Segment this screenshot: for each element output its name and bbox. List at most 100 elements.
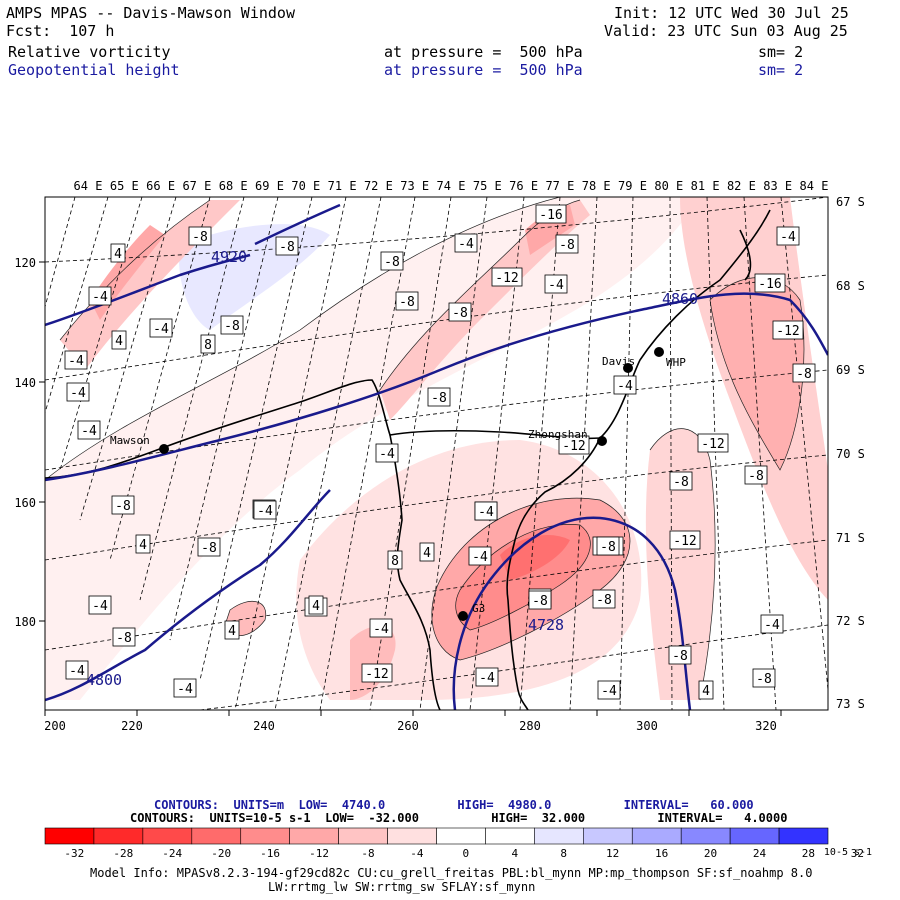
station-label: Davis bbox=[602, 355, 635, 368]
station-label-layer: Davis WHP Mawson Zhongshan G3 bbox=[110, 355, 686, 615]
colorbar-tick-label: 4 bbox=[511, 847, 518, 860]
right-latitude-label: 71 S bbox=[836, 531, 865, 545]
plot-frame bbox=[44, 196, 829, 711]
model-info-line1: Model Info: MPASv8.2.3-194-gf29cd82c CU:… bbox=[90, 866, 813, 880]
vorticity-label: -8 bbox=[115, 499, 131, 514]
vorticity-label-box bbox=[596, 536, 620, 556]
vorticity-label: 4 bbox=[702, 684, 710, 699]
x-axis-label: 240 bbox=[253, 719, 275, 733]
colorbar-tick-label: -4 bbox=[410, 847, 424, 860]
vorticity-label-box bbox=[698, 680, 714, 700]
height-contour-label: 4920 bbox=[211, 248, 247, 266]
vorticity-label-box bbox=[361, 663, 393, 683]
station-marker-whp bbox=[654, 347, 664, 357]
vorticity-label-box bbox=[308, 595, 324, 615]
colorbar-unit-label: 10-5 s-1 bbox=[824, 847, 872, 858]
vorticity-contours bbox=[45, 197, 805, 701]
top-longitude-label: 77 E bbox=[545, 179, 574, 193]
colorbar-cell bbox=[778, 827, 829, 845]
vorticity-label-box bbox=[427, 387, 451, 407]
vorticity-label: -8 bbox=[384, 255, 400, 270]
vorticity-label: -4 bbox=[177, 682, 193, 697]
colorbar-tick-label: -32 bbox=[64, 847, 84, 860]
vorticity-label: -8 bbox=[748, 469, 764, 484]
top-longitude-label: 67 E bbox=[182, 179, 211, 193]
top-longitude-label: 74 E bbox=[437, 179, 466, 193]
init-time: Init: 12 UTC Wed 30 Jul 25 bbox=[614, 4, 849, 22]
vorticity-label-box bbox=[613, 375, 637, 395]
station-marker-davis bbox=[623, 363, 633, 373]
colorbar-cell bbox=[583, 827, 633, 845]
plot-title: AMPS MPAS -- Davis-Mawson Window bbox=[6, 4, 295, 22]
top-longitude-label: 84 E bbox=[800, 179, 829, 193]
station-marker-g3 bbox=[458, 611, 468, 621]
vorticity-label-box bbox=[111, 330, 127, 350]
vorticity-label-box bbox=[468, 546, 492, 566]
vorticity-label-box bbox=[65, 660, 89, 680]
top-longitude-label: 79 E bbox=[618, 179, 647, 193]
axis-ticks bbox=[39, 261, 782, 716]
vorticity-label: -8 bbox=[532, 594, 548, 609]
vorticity-label-box bbox=[544, 274, 568, 294]
vorticity-label: -4 bbox=[479, 671, 495, 686]
top-longitude-label: 75 E bbox=[473, 179, 502, 193]
vorticity-label-box bbox=[149, 318, 173, 338]
vorticity-label-box bbox=[669, 471, 693, 491]
colorbar-cell bbox=[240, 827, 290, 845]
top-longitude-label: 69 E bbox=[255, 179, 284, 193]
vorticity-label: -4 bbox=[478, 505, 494, 520]
vorticity-label: -8 bbox=[116, 631, 132, 646]
vorticity-label: 4 bbox=[423, 546, 431, 561]
station-label: WHP bbox=[666, 356, 686, 369]
vorticity-label-box bbox=[555, 234, 579, 254]
contour-info-height: CONTOURS: UNITS=m LOW= 4740.0 HIGH= 4980… bbox=[154, 798, 754, 812]
vorticity-label: -8 bbox=[673, 475, 689, 490]
x-axis-label: 300 bbox=[636, 719, 658, 733]
station-markers bbox=[159, 347, 664, 621]
vorticity-label-box bbox=[224, 620, 240, 640]
x-axis-label: 220 bbox=[121, 719, 143, 733]
vorticity-label-box bbox=[77, 420, 101, 440]
colorbar-tick-label: 16 bbox=[655, 847, 668, 860]
vorticity-label: 8 bbox=[391, 554, 399, 569]
vorticity-label: -8 bbox=[600, 540, 616, 555]
vorticity-label: -4 bbox=[458, 237, 474, 252]
vorticity-label-box bbox=[668, 645, 692, 665]
colorbar-cell bbox=[631, 827, 682, 845]
vorticity-label: 4 bbox=[139, 538, 147, 553]
colorbar: -32 -28 -24 -20 -16 -12 -8 -4 0 4 8 12 16 20 24 28 3210-… bbox=[44, 827, 872, 860]
colorbar-cell bbox=[387, 827, 437, 845]
colorbar-tick-label: 24 bbox=[753, 847, 767, 860]
vorticity-label-box bbox=[669, 530, 701, 550]
vorticity-label: -4 bbox=[373, 622, 389, 637]
colorbar-tick-label: -16 bbox=[260, 847, 280, 860]
vorticity-label: -16 bbox=[539, 208, 562, 223]
x-axis-label: 280 bbox=[519, 719, 541, 733]
vorticity-label: -8 bbox=[399, 295, 415, 310]
vorticity-label: -4 bbox=[70, 386, 86, 401]
vorticity-label-box bbox=[754, 273, 786, 293]
vorticity-label-box bbox=[752, 668, 776, 688]
colorbar-cell bbox=[680, 827, 731, 845]
vorticity-label-box bbox=[528, 590, 552, 610]
vorticity-label-box bbox=[395, 291, 419, 311]
colorbar-cell bbox=[289, 827, 339, 845]
vorticity-label: 4 bbox=[114, 247, 122, 262]
colorbar-tick-label: -12 bbox=[309, 847, 329, 860]
vorticity-label: -4 bbox=[81, 424, 97, 439]
station-marker-zhongshan bbox=[597, 436, 607, 446]
vorticity-label-box bbox=[64, 350, 88, 370]
vorticity-label: -4 bbox=[257, 504, 273, 519]
model-info-line2: LW:rrtmg_lw SW:rrtmg_sw SFLAY:sf_mynn bbox=[268, 880, 536, 894]
vorticity-label-box bbox=[448, 302, 472, 322]
top-longitude-labels: 64 E 65 E 66 E 67 E 68 E 69 E 70 E 71 E 72 E 73 E… bbox=[74, 179, 829, 193]
field1-level: at pressure = 500 hPa bbox=[384, 43, 583, 61]
x-axis-label: 320 bbox=[755, 719, 777, 733]
vorticity-label-box bbox=[111, 495, 135, 515]
colorbar-tick-label: 32 bbox=[851, 847, 864, 860]
x-axis-labels: 200 220 240 260 280 300 320 bbox=[44, 719, 777, 733]
vorticity-label-box bbox=[88, 595, 112, 615]
vorticity-label: -8 bbox=[596, 593, 612, 608]
vorticity-label: -4 bbox=[92, 290, 108, 305]
vorticity-label: -4 bbox=[92, 599, 108, 614]
